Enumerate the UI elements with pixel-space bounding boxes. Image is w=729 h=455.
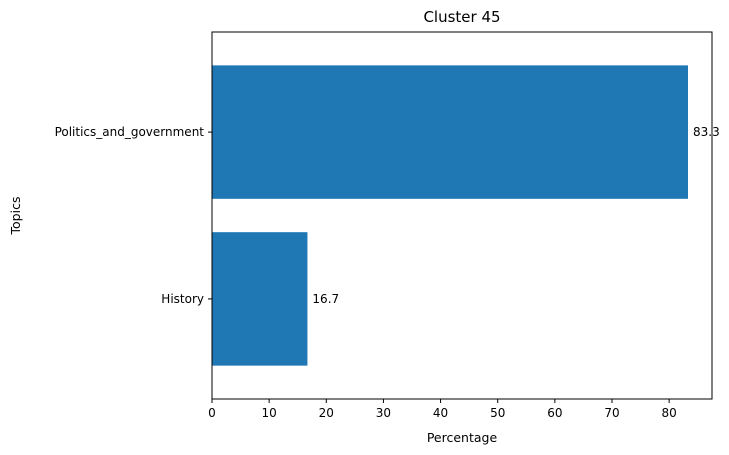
y-axis-label: Topics: [8, 197, 23, 236]
x-tick-label: 50: [490, 406, 505, 420]
data-labels-group: 16.7 83.3: [312, 125, 719, 306]
bar-history: [212, 232, 308, 366]
y-tick-label: Politics_and_government: [55, 125, 205, 139]
chart-title: Cluster 45: [423, 8, 500, 26]
x-axis-label: Percentage: [427, 430, 498, 445]
x-tick-label: 80: [662, 406, 677, 420]
x-tick-label: 10: [262, 406, 277, 420]
bars-group: [212, 65, 688, 366]
bar-politics-and-government: [212, 65, 688, 199]
x-tick-label: 60: [547, 406, 562, 420]
plot-frame: [211, 31, 713, 400]
x-axis-ticks: 0 10 20 30 40 50 60 70 80: [208, 399, 677, 420]
x-tick-label: 70: [604, 406, 619, 420]
x-tick-label: 30: [376, 406, 391, 420]
x-tick-label: 0: [208, 406, 216, 420]
data-label-politics-and-government: 83.3: [693, 125, 720, 139]
x-tick-label: 40: [433, 406, 448, 420]
data-label-history: 16.7: [312, 292, 339, 306]
x-tick-label: 20: [319, 406, 334, 420]
y-axis-ticks: History Politics_and_government: [55, 125, 212, 306]
y-tick-label: History: [161, 292, 204, 306]
